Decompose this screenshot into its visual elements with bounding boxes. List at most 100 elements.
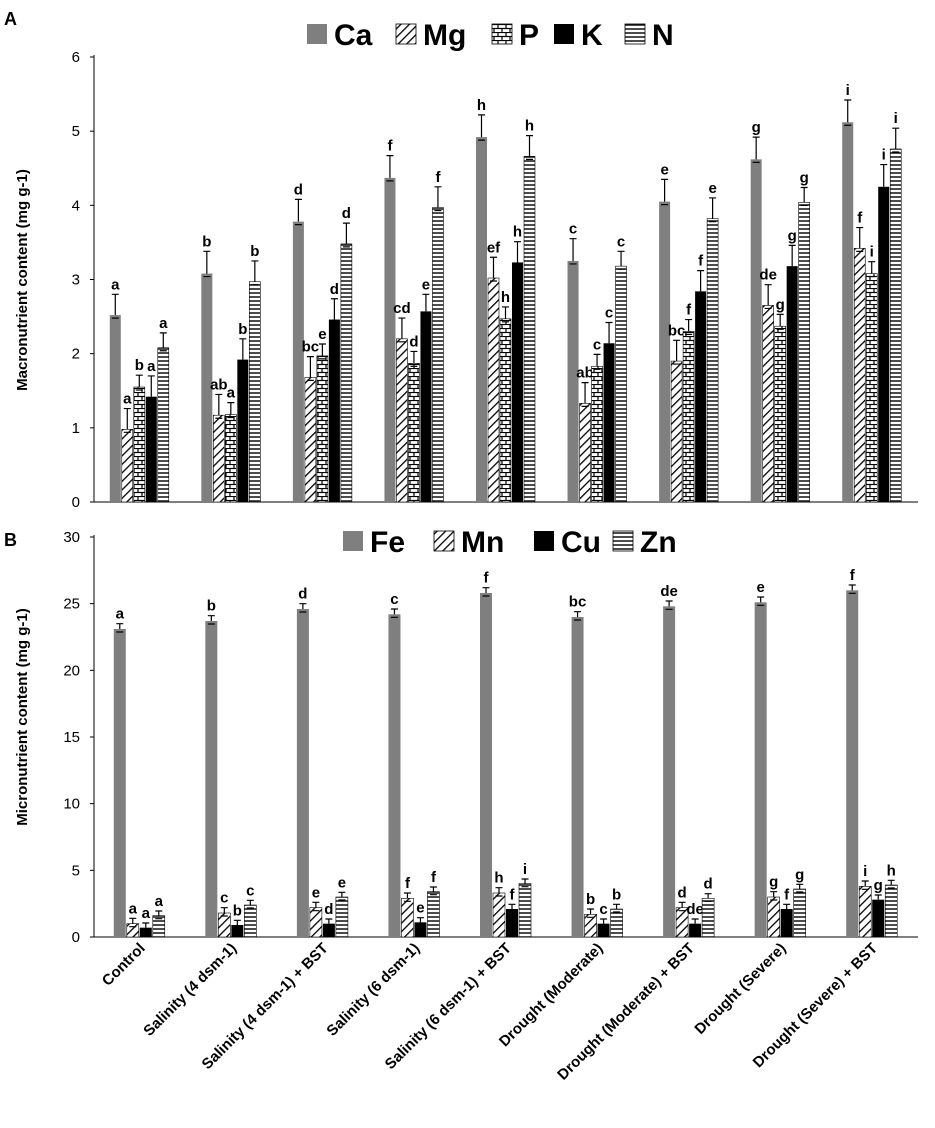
significance-letter-n-drought-severe: g — [800, 170, 809, 187]
bar-n-salinity-6-dsm-1 — [432, 207, 444, 503]
significance-letter-n-control: a — [159, 315, 168, 332]
significance-letter-mn-salinity-6-dsm-1: f — [405, 875, 411, 892]
bar-zn-drought-moderate-bst — [701, 898, 715, 938]
bar-fe-salinity-6-dsm-1 — [388, 614, 401, 937]
significance-letter-zn-drought-severe-bst: h — [887, 862, 896, 879]
significance-letter-p-salinity-4-dsm-1-bst: e — [318, 326, 326, 343]
error-bar-p-drought-moderate-bst — [685, 318, 693, 336]
error-bar-cu-drought-moderate — [600, 918, 608, 928]
y-tick-label: 0 — [72, 929, 80, 946]
error-bar-cu-control — [142, 922, 150, 932]
y-tick-label: 6 — [72, 49, 80, 66]
significance-letter-n-salinity-6-dsm-1: f — [435, 169, 441, 186]
legend-label-mn: Mn — [461, 526, 504, 559]
error-bar-n-drought-severe-bst — [892, 127, 900, 153]
y-tick-label: 20 — [63, 662, 80, 679]
bar-p-salinity-4-dsm-1 — [225, 414, 237, 503]
bar-p-drought-moderate — [591, 365, 603, 503]
significance-letter-fe-salinity-6-dsm-1-bst: f — [484, 570, 490, 587]
legend-item-mn: Mn — [433, 526, 504, 559]
bar-n-drought-moderate-bst — [706, 218, 719, 503]
bar-k-control — [145, 396, 157, 502]
legend-item-cu: Cu — [534, 526, 601, 559]
error-bar-mn-drought-severe-bst — [861, 880, 869, 890]
error-bar-zn-control — [155, 910, 163, 920]
bar-cu-drought-severe-bst — [872, 899, 885, 937]
bar-mg-salinity-6-dsm-1 — [396, 338, 408, 503]
error-bar-p-control — [135, 374, 143, 391]
legend-label-zn: Zn — [640, 526, 677, 559]
significance-letter-cu-salinity-6-dsm-1: e — [416, 900, 424, 917]
significance-letter-ca-drought-moderate-bst: e — [660, 161, 668, 178]
error-bar-k-salinity-4-dsm-1 — [239, 338, 247, 364]
significance-letter-mn-drought-severe-bst: i — [863, 863, 867, 880]
error-bar-k-salinity-6-dsm-1-bst — [514, 241, 521, 267]
bar-cu-drought-moderate — [597, 923, 610, 937]
bar-fe-salinity-4-dsm-1-bst — [296, 609, 309, 937]
legend-swatch-k — [554, 24, 574, 44]
error-bar-mg-control — [123, 407, 131, 433]
bar-n-drought-severe-bst — [889, 148, 902, 503]
bar-p-control — [133, 386, 146, 503]
bar-mn-drought-severe-bst — [858, 886, 872, 938]
legend-item-n: N — [624, 19, 674, 52]
error-bar-k-salinity-4-dsm-1-bst — [330, 298, 338, 324]
bar-k-drought-moderate — [603, 343, 615, 502]
legend-label-k: K — [581, 19, 603, 52]
bar-cu-drought-moderate-bst — [689, 923, 702, 937]
legend-item-k: K — [554, 19, 603, 52]
bar-k-salinity-6-dsm-1 — [420, 311, 432, 502]
bar-fe-drought-severe — [754, 602, 767, 937]
significance-letter-k-control: a — [147, 358, 156, 375]
bar-p-salinity-6-dsm-1 — [408, 363, 420, 503]
error-bar-mg-salinity-6-dsm-1 — [398, 317, 406, 343]
bar-zn-salinity-4-dsm-1 — [244, 904, 257, 938]
error-bar-k-control — [147, 375, 155, 401]
bar-ca-drought-severe-bst — [842, 122, 854, 503]
error-bar-zn-drought-severe — [796, 883, 804, 893]
significance-letter-mn-drought-severe: g — [769, 874, 778, 891]
significance-letter-fe-drought-severe-bst: f — [850, 567, 856, 584]
significance-letter-k-salinity-6-dsm-1: e — [422, 276, 430, 293]
error-bar-cu-drought-severe — [783, 903, 791, 913]
bar-fe-salinity-6-dsm-1-bst — [480, 593, 492, 937]
y-tick-label: 5 — [72, 862, 80, 879]
bar-p-salinity-4-dsm-1-bst — [316, 355, 329, 503]
significance-letter-mg-drought-moderate-bst: bc — [668, 322, 686, 339]
error-bar-cu-salinity-6-dsm-1 — [416, 917, 424, 926]
error-bar-fe-salinity-6-dsm-1-bst — [482, 587, 490, 597]
error-bar-k-drought-severe — [788, 244, 796, 270]
significance-letter-ca-salinity-4-dsm-1: b — [202, 233, 211, 250]
significance-letter-mg-salinity-6-dsm-1-bst: ef — [487, 239, 501, 256]
error-bar-p-drought-severe-bst — [868, 261, 876, 278]
bar-mn-salinity-6-dsm-1-bst — [492, 892, 506, 938]
error-bar-ca-drought-severe — [752, 136, 760, 163]
bar-mg-salinity-4-dsm-1 — [213, 414, 225, 503]
legend-item-mg: Mg — [395, 19, 466, 52]
significance-letter-k-salinity-4-dsm-1: b — [238, 321, 247, 338]
error-bar-ca-drought-severe-bst — [844, 99, 852, 126]
significance-letter-ca-salinity-6-dsm-1: f — [387, 138, 393, 155]
error-bar-mg-salinity-4-dsm-1-bst — [306, 356, 314, 381]
significance-letter-p-drought-moderate: c — [593, 336, 601, 353]
bar-k-drought-moderate-bst — [695, 291, 707, 502]
bar-p-drought-severe-bst — [865, 273, 878, 503]
bar-mg-drought-moderate — [579, 403, 591, 503]
significance-letter-zn-drought-moderate: b — [612, 886, 621, 903]
bar-k-drought-severe-bst — [878, 186, 890, 502]
legend-label-p: P — [519, 19, 539, 52]
bar-mn-salinity-6-dsm-1 — [401, 898, 414, 938]
y-tick-label: 1 — [72, 420, 80, 437]
error-bar-p-salinity-4-dsm-1 — [227, 402, 235, 419]
y-tick-label: 15 — [63, 729, 80, 746]
significance-letter-mn-drought-moderate-bst: d — [678, 884, 687, 901]
error-bar-fe-salinity-4-dsm-1-bst — [299, 603, 307, 613]
significance-letter-mg-drought-moderate: ab — [576, 365, 594, 382]
error-bar-mn-drought-moderate — [587, 908, 595, 918]
bar-fe-drought-severe-bst — [846, 590, 859, 937]
significance-letter-mn-drought-moderate: b — [586, 891, 595, 908]
error-bar-fe-drought-moderate-bst — [665, 600, 673, 610]
bar-mn-control — [126, 923, 140, 938]
error-bar-mn-control — [129, 917, 137, 928]
